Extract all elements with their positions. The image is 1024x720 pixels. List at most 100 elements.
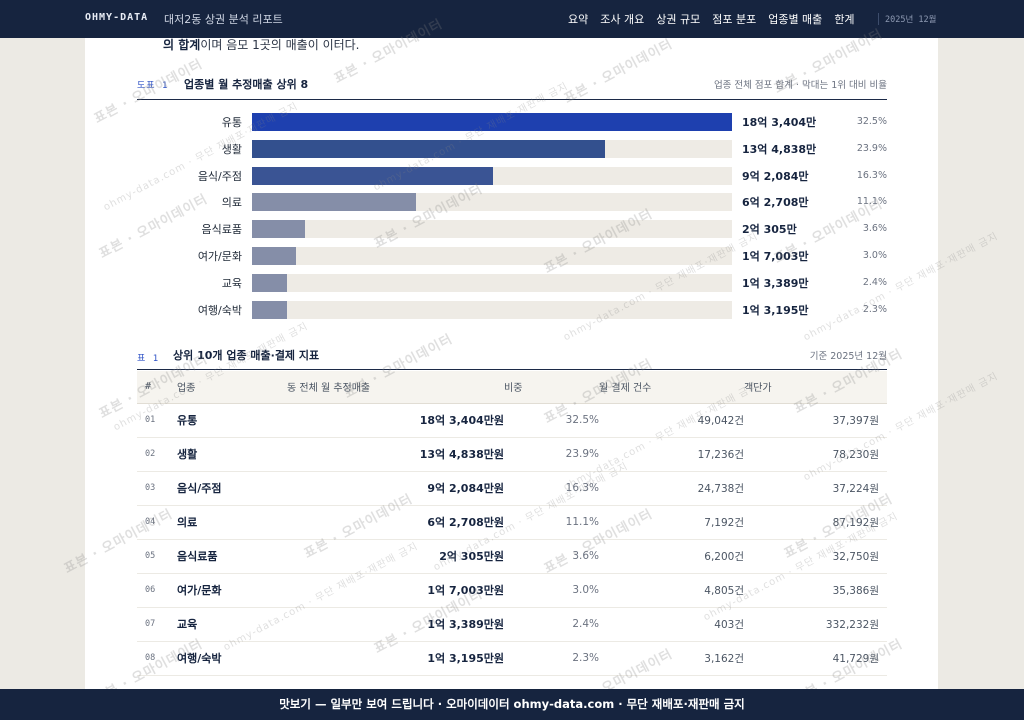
cell-rank: 01 [137,403,177,438]
bar-label: 교육 [221,276,242,290]
nav-link-summary[interactable]: 요약 [568,13,589,26]
col-share: 비중 [504,371,599,404]
cell-monthly-sales: 6억 2,708만원 [287,505,504,540]
nav-link-overview[interactable]: 조사 개요 [600,13,645,26]
bar-label: 여가/문화 [197,250,242,263]
bar-label: 음식/주점 [197,169,242,183]
bar-track [252,166,732,185]
cell-payment-count: 49,042건 [599,403,744,438]
cell-industry: 여가/문화 [177,573,287,608]
bar-track [252,300,732,319]
figure-header: 도표 1 업종별 월 추정매출 상위 8 업종 전체 점포 합계 · 막대는 1… [137,76,887,100]
col-monthly-sales: 동 전체 월 추정매출 [287,371,504,404]
preview-banner: 맛보기 — 일부만 보여 드립니다 · 오마이데이터 ohmy-data.com… [0,689,1024,720]
table-row: 01 유통 18억 3,404만원 32.5% 49,042건 37,397원 [137,403,887,438]
bar-fill [252,273,288,292]
bar-value-label: 1억 3,195만 [742,303,809,317]
cell-avg-ticket: 35,386원 [744,573,887,608]
cell-industry: 생활 [177,437,287,472]
bar-fill [252,139,605,158]
cell-rank: 03 [137,471,177,506]
table-row: 05 음식료품 2억 305만원 3.6% 6,200건 32,750원 [137,539,887,574]
bar-value-label: 13억 4,838만 [742,142,817,156]
cell-monthly-sales: 1억 3,389만원 [287,607,504,642]
bar-share-label: 32.5% [856,116,887,127]
col-avg-ticket: 객단가 [744,371,887,404]
bar-track [252,273,732,292]
brand-logo[interactable]: OHMY-DATA [85,12,149,23]
bar-row-food-bar: 음식/주점 9억 2,084만 16.3% [137,166,887,185]
nav-link-industry-sales[interactable]: 업종별 매출 [768,13,823,26]
industry-table: # 업종 동 전체 월 추정매출 비중 월 결제 건수 객단가 01 유통 18억 … [137,371,887,676]
cell-share: 2.3% [504,641,599,676]
cell-monthly-sales: 1억 3,195만원 [287,641,504,676]
cell-rank: 07 [137,607,177,642]
figure-title: 업종별 월 추정매출 상위 8 [184,78,309,91]
bar-value-label: 1억 3,389만 [742,276,809,290]
cell-avg-ticket: 78,230원 [744,437,887,472]
bar-track [252,139,732,158]
bar-fill [252,193,417,212]
table-header: 표 1 상위 10개 업종 매출·결제 지표 기준 2025년 12월 [137,344,887,370]
nav-divider [878,13,879,25]
table-header-row: # 업종 동 전체 월 추정매출 비중 월 결제 건수 객단가 [137,371,887,404]
cell-avg-ticket: 332,232원 [744,607,887,642]
cell-monthly-sales: 18억 3,404만원 [287,403,504,438]
table-row: 08 여행/숙박 1억 3,195만원 2.3% 3,162건 41,729원 [137,641,887,676]
cell-industry: 음식료품 [177,539,287,574]
col-payment-count: 월 결제 건수 [599,371,744,404]
bar-track [252,193,732,212]
bar-value-label: 6억 2,708만 [742,196,809,210]
table-row: 03 음식/주점 9억 2,084만원 16.3% 24,738건 37,224원 [137,471,887,506]
bar-fill [252,166,493,185]
bar-fill [252,113,732,131]
cell-share: 32.5% [504,403,599,438]
bar-label: 생활 [221,142,242,156]
bar-share-label: 2.3% [862,303,887,315]
bar-share-label: 3.6% [862,223,887,235]
cell-rank: 05 [137,539,177,574]
bar-share-label: 2.4% [862,276,887,288]
bar-row-medical: 의료 6억 2,708만 11.1% [137,193,887,212]
cell-rank: 08 [137,641,177,676]
nav-link-limitations[interactable]: 한계 [834,13,855,26]
bar-share-label: 11.1% [856,196,887,208]
bar-fill [252,220,306,239]
cell-payment-count: 6,200건 [599,539,744,574]
bar-label: 여행/숙박 [197,303,242,317]
table-row: 02 생활 13억 4,838만원 23.9% 17,236건 78,230원 [137,437,887,472]
cell-avg-ticket: 37,397원 [744,403,887,438]
lead-paragraph: 의 합계이며 음모 1곳의 매출이 이터다. [163,36,360,53]
cell-monthly-sales: 13억 4,838만원 [287,437,504,472]
cell-monthly-sales: 1억 7,003만원 [287,573,504,608]
bar-label: 음식료품 [201,223,242,237]
cell-avg-ticket: 41,729원 [744,641,887,676]
lead-emphasis: 의 합계 [163,38,201,52]
cell-payment-count: 17,236건 [599,437,744,472]
bar-value-label: 2억 305만 [742,223,797,237]
table-row: 04 의료 6억 2,708만원 11.1% 7,192건 87,192원 [137,505,887,540]
lead-text: 이며 음모 1곳의 매출이 이터다. [200,38,360,52]
cell-industry: 교육 [177,607,287,642]
nav-link-store-distribution[interactable]: 점포 분포 [712,13,757,26]
bar-row-travel: 여행/숙박 1억 3,195만 2.3% [137,300,887,319]
cell-industry: 의료 [177,505,287,540]
cell-industry: 음식/주점 [177,471,287,506]
bar-fill [252,300,287,319]
bar-row-leisure: 여가/문화 1억 7,003만 3.0% [137,247,887,265]
nav-link-market-size[interactable]: 상권 규모 [656,13,701,26]
cell-monthly-sales: 2억 305만원 [287,539,504,574]
cell-payment-count: 4,805건 [599,573,744,608]
table-note: 기준 2025년 12월 [809,351,887,362]
bar-track [252,220,732,239]
report-date: 2025년 12월 [885,15,937,25]
bar-fill [252,247,297,265]
cell-avg-ticket: 37,224원 [744,471,887,506]
cell-share: 2.4% [504,607,599,642]
cell-share: 11.1% [504,505,599,540]
bar-label: 유통 [221,116,242,129]
bar-row-retail: 유통 18억 3,404만 32.5% [137,113,887,131]
col-industry: 업종 [177,371,287,404]
bar-track [252,113,732,131]
top-navbar: OHMY-DATA 대저2동 상권 분석 리포트 요약 조사 개요 상권 규모 … [0,0,1024,38]
